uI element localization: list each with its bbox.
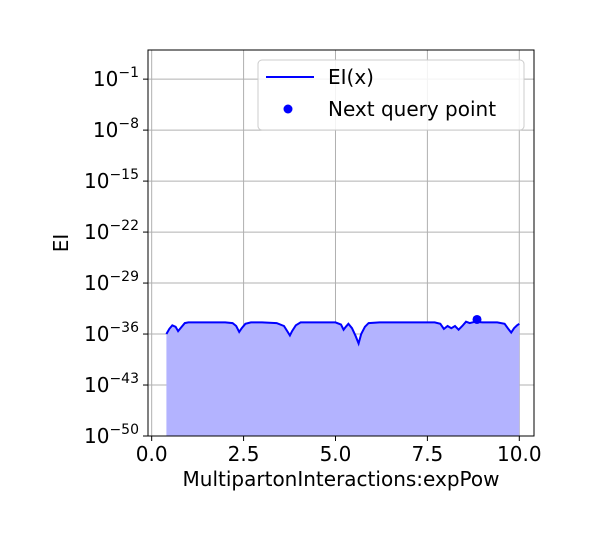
legend-frame — [257, 59, 525, 131]
y-axis-label: EI — [49, 234, 73, 253]
ei-line — [165, 320, 520, 347]
legend-label-ei: EI(x) — [328, 65, 374, 89]
y-tick-label: 10−43 — [84, 371, 139, 397]
series-layer — [165, 314, 520, 436]
x-tick-label: 10.0 — [497, 442, 542, 466]
y-tick-base: 10 — [93, 118, 118, 142]
y-tick-base: 10 — [84, 220, 109, 244]
y-tick-base: 10 — [84, 373, 109, 397]
y-tick-base: 10 — [84, 169, 109, 193]
y-tick-exponent: −8 — [118, 116, 139, 132]
ei-fill-area — [166, 321, 520, 436]
x-axis-label: MultipartonInteractions:expPow — [183, 467, 500, 491]
plot-frame — [147, 49, 535, 437]
x-tick-label: 0.0 — [136, 442, 168, 466]
y-tick-label: 10−22 — [84, 218, 139, 244]
x-tick-label: 7.5 — [411, 442, 443, 466]
y-tick-base: 10 — [93, 67, 118, 91]
y-tick-exponent: −43 — [109, 371, 139, 387]
legend-point-swatch — [283, 104, 293, 114]
y-tick-exponent: −1 — [118, 65, 139, 81]
y-tick-label: 10−29 — [84, 269, 139, 295]
x-axis-ticks: 0.0 2.5 5.0 7.5 10.0 — [136, 436, 542, 466]
y-tick-base: 10 — [84, 271, 109, 295]
y-tick-exponent: −36 — [109, 320, 139, 336]
legend: EI(x) Next query point — [257, 59, 525, 131]
y-tick-label: 10−50 — [84, 422, 139, 448]
y-tick-exponent: −29 — [109, 269, 139, 285]
y-tick-exponent: −22 — [109, 218, 139, 234]
y-tick-label: 10−36 — [84, 320, 139, 346]
y-tick-label: 10−1 — [93, 65, 139, 91]
y-tick-base: 10 — [84, 424, 109, 448]
y-tick-label: 10−15 — [84, 167, 139, 193]
y-tick-exponent: −50 — [109, 422, 139, 438]
x-tick-label: 5.0 — [320, 442, 352, 466]
y-tick-label: 10−8 — [93, 116, 139, 142]
x-tick-label: 2.5 — [228, 442, 260, 466]
next-query-point — [472, 314, 482, 324]
legend-label-next-query: Next query point — [328, 97, 496, 121]
y-tick-base: 10 — [84, 322, 109, 346]
y-tick-exponent: −15 — [109, 167, 139, 183]
